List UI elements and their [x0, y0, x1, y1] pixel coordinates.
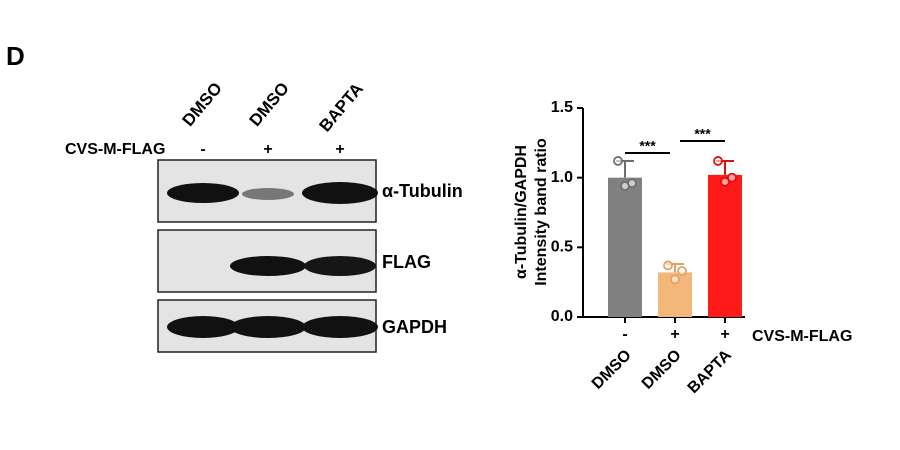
data-point	[613, 156, 623, 166]
data-point	[677, 266, 687, 276]
row-label: CVS-M-FLAG	[65, 141, 165, 158]
lane-sign: +	[263, 141, 272, 158]
data-point	[713, 156, 723, 166]
data-point	[720, 176, 730, 187]
x-tick-label: BAPTA	[685, 346, 735, 396]
y-tick-label: 1.0	[551, 169, 573, 186]
sign: +	[720, 326, 729, 343]
band-label: α-Tubulin	[382, 181, 463, 201]
lane-sign: +	[335, 141, 344, 158]
sign-label: CVS-M-FLAG	[752, 328, 852, 345]
lane-label: DMSO	[246, 79, 293, 130]
y-tick-label: 1.5	[551, 99, 573, 116]
lane-label: DMSO	[179, 79, 226, 130]
lane-sign: -	[200, 141, 205, 158]
blot-panel	[157, 159, 378, 353]
y-axis-label: Intensity band ratio	[533, 138, 550, 286]
data-point	[727, 172, 737, 183]
data-point	[670, 274, 680, 285]
panel-label: D	[6, 41, 25, 71]
band-label: FLAG	[382, 252, 431, 272]
bar	[708, 174, 742, 317]
y-tick-label: 0.0	[551, 308, 573, 325]
significance-label: ***	[694, 126, 711, 142]
band-label: GAPDH	[382, 317, 447, 337]
lane-label: BAPTA	[316, 79, 367, 135]
sign: +	[670, 326, 679, 343]
y-tick-label: 0.5	[551, 239, 573, 256]
data-point	[663, 260, 673, 271]
x-tick-label: DMSO	[639, 347, 685, 393]
x-tick-label: DMSO	[589, 347, 635, 393]
bar	[608, 177, 642, 317]
y-axis-label: α-Tubulin/GAPDH	[513, 145, 530, 279]
sign: -	[622, 326, 627, 343]
significance-label: ***	[639, 138, 656, 154]
data-point	[627, 178, 637, 189]
